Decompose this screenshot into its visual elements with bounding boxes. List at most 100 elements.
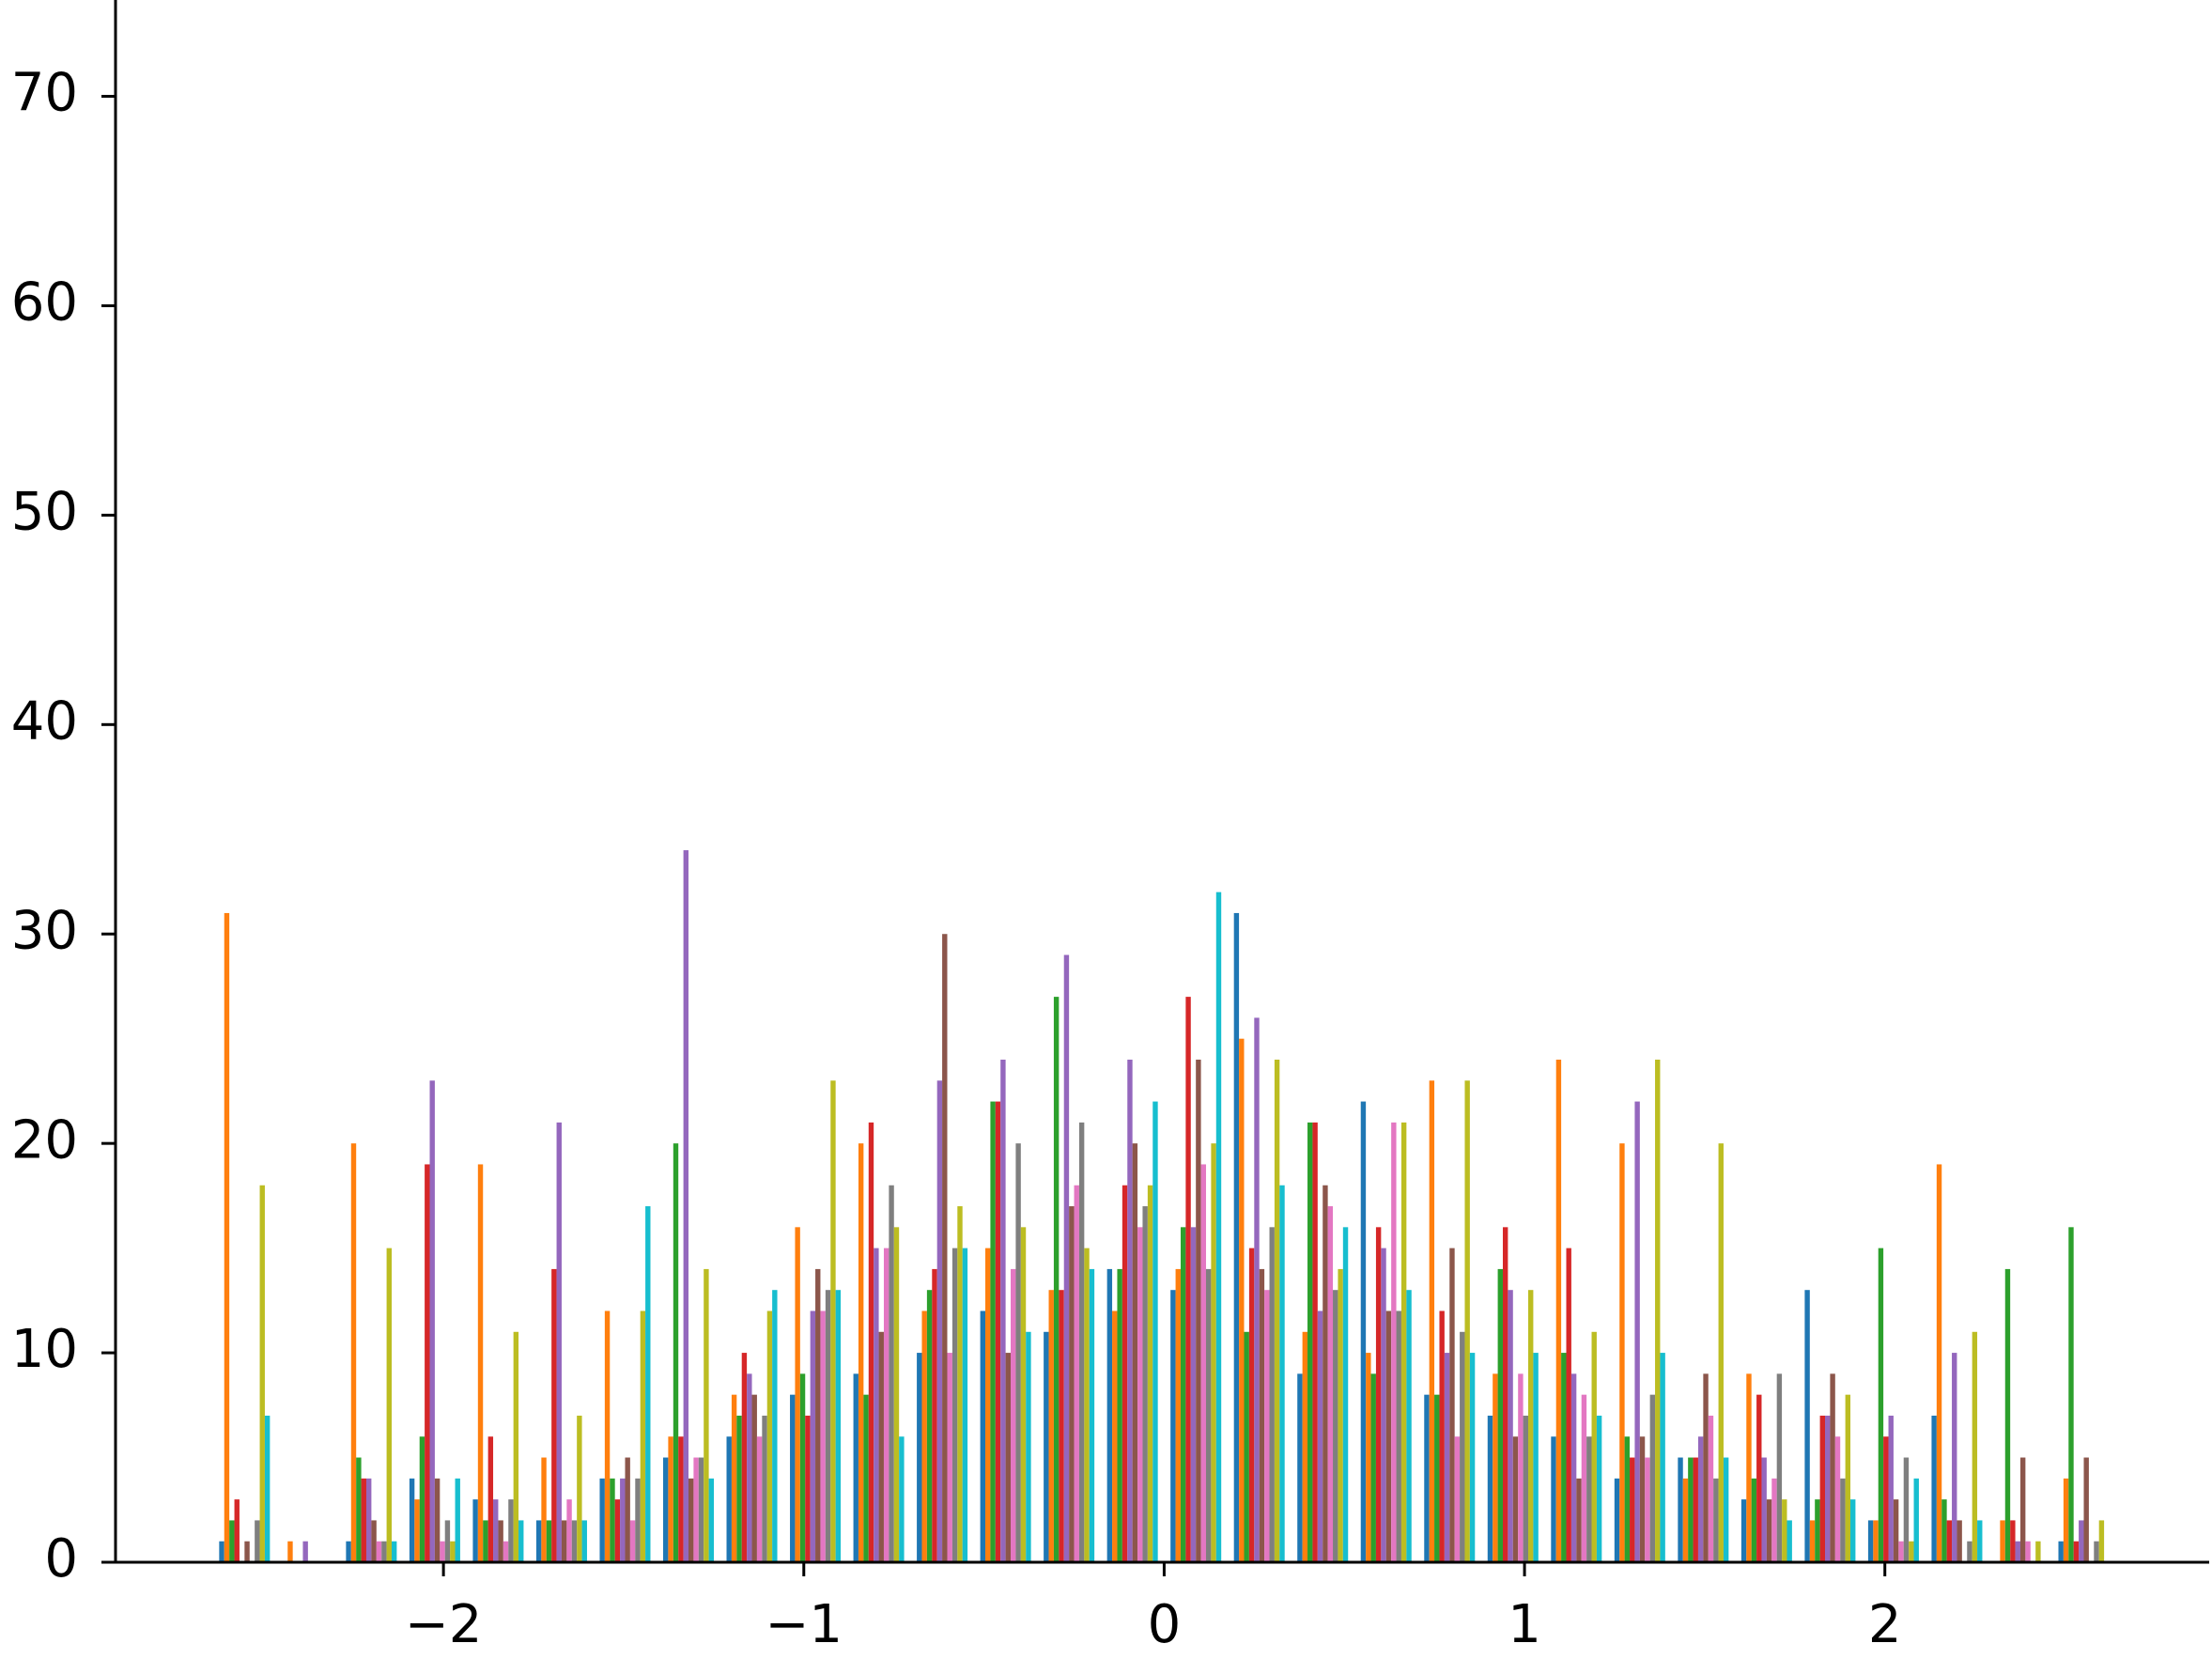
bar	[1809, 1520, 1816, 1562]
bar	[645, 1206, 651, 1562]
bar	[1048, 1290, 1054, 1562]
bar	[1903, 1457, 1910, 1562]
bar	[1211, 1143, 1216, 1562]
bar	[1493, 1373, 1498, 1562]
bar	[1845, 1394, 1851, 1562]
bar	[498, 1520, 503, 1562]
bar	[2094, 1541, 2099, 1562]
bar	[1020, 1227, 1027, 1562]
bar	[795, 1227, 800, 1562]
bar	[546, 1520, 552, 1562]
bar	[1233, 912, 1240, 1562]
bar	[1740, 1499, 1747, 1562]
bar	[1385, 1310, 1392, 1562]
bar	[1121, 1185, 1128, 1562]
bar	[1106, 1268, 1113, 1562]
y-tick-label: 50	[11, 482, 78, 543]
bar	[1254, 1017, 1260, 1562]
bar	[1761, 1457, 1767, 1562]
bar	[810, 1310, 816, 1562]
bar	[698, 1457, 704, 1562]
bar	[508, 1499, 514, 1562]
bar	[1429, 1080, 1435, 1562]
y-tick-label: 20	[11, 1109, 78, 1171]
bar	[1527, 1290, 1534, 1562]
bar	[1551, 1436, 1556, 1562]
bar	[980, 1310, 986, 1562]
bar	[1089, 1268, 1095, 1562]
bar	[830, 1080, 836, 1562]
bar	[1931, 1415, 1937, 1562]
bar	[264, 1415, 271, 1562]
bar	[409, 1478, 415, 1562]
bar	[766, 1310, 773, 1562]
bar	[1703, 1373, 1709, 1562]
x-tick-label: 1	[1508, 1594, 1541, 1655]
bar	[640, 1310, 646, 1562]
bar	[1746, 1373, 1752, 1562]
bar	[1464, 1080, 1470, 1562]
bar	[483, 1520, 488, 1562]
bar	[1059, 1290, 1064, 1562]
bar	[1630, 1457, 1635, 1562]
bar	[1391, 1122, 1397, 1562]
bar	[604, 1310, 611, 1562]
bar	[425, 1164, 430, 1562]
bar	[1713, 1478, 1719, 1562]
bar	[985, 1248, 991, 1562]
bar	[1883, 1436, 1889, 1562]
bar	[1259, 1268, 1265, 1562]
bar	[1682, 1478, 1689, 1562]
bar	[1693, 1457, 1698, 1562]
bar	[1327, 1206, 1334, 1562]
bar	[1074, 1185, 1079, 1562]
bar	[1660, 1353, 1665, 1562]
bar	[620, 1478, 626, 1562]
bar	[1312, 1122, 1318, 1562]
bar	[863, 1394, 869, 1562]
bar	[995, 1101, 1001, 1562]
bar	[1279, 1185, 1285, 1562]
bar	[2004, 1268, 2011, 1562]
bar	[1576, 1478, 1582, 1562]
y-tick-label: 0	[44, 1528, 78, 1589]
bar	[234, 1499, 240, 1562]
bar	[1449, 1248, 1455, 1562]
bar	[1005, 1353, 1012, 1562]
bar	[1708, 1415, 1714, 1562]
bar	[678, 1436, 684, 1562]
bar	[551, 1268, 557, 1562]
bar	[1756, 1394, 1762, 1562]
bar	[1639, 1436, 1646, 1562]
bar	[683, 850, 689, 1562]
bar	[736, 1415, 742, 1562]
bar	[1152, 1101, 1158, 1562]
bar	[1185, 997, 1191, 1562]
bar	[561, 1520, 567, 1562]
bar	[1396, 1310, 1401, 1562]
bar	[1170, 1290, 1176, 1562]
bar	[472, 1499, 478, 1562]
bar	[858, 1143, 864, 1562]
bar	[1302, 1331, 1308, 1562]
bar	[962, 1248, 968, 1562]
bar	[487, 1436, 494, 1562]
bar	[668, 1436, 673, 1562]
bar	[1112, 1310, 1118, 1562]
y-tick-label: 30	[11, 900, 78, 961]
bar	[1776, 1373, 1783, 1562]
bar	[1688, 1457, 1694, 1562]
bar	[1147, 1185, 1153, 1562]
bar	[1834, 1436, 1841, 1562]
bar	[1718, 1143, 1724, 1562]
bar	[255, 1520, 260, 1562]
bar	[1011, 1268, 1016, 1562]
bar	[581, 1520, 587, 1562]
bar	[224, 912, 230, 1562]
bar	[1634, 1101, 1640, 1562]
bar	[1117, 1268, 1122, 1562]
bar	[1381, 1248, 1386, 1562]
bar	[704, 1268, 709, 1562]
bar	[932, 1268, 937, 1562]
bar	[1581, 1394, 1587, 1562]
